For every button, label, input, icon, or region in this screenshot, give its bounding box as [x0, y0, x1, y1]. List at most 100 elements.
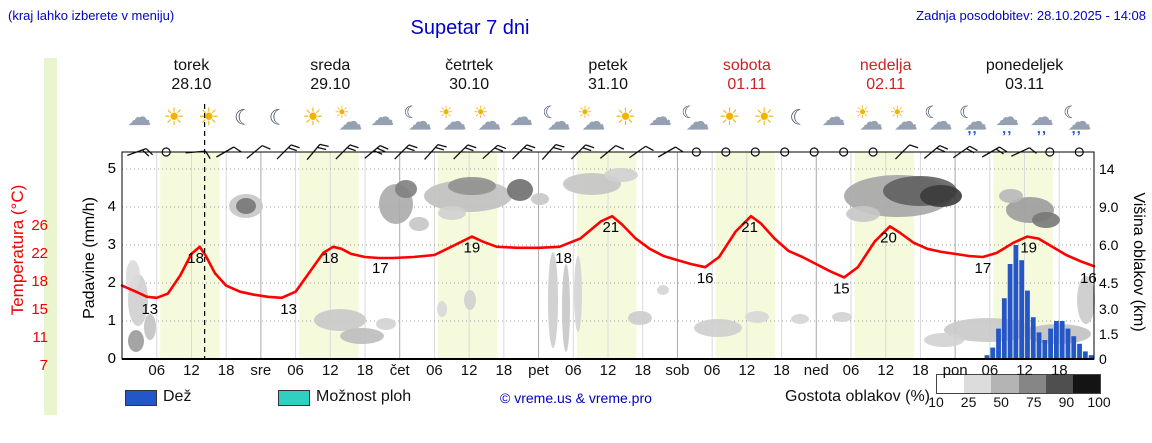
sun-glyph: ☀ [334, 103, 350, 123]
barb-tick [464, 147, 474, 152]
wind-barb-icon [657, 146, 684, 158]
rain-bar [1065, 328, 1071, 359]
rain-bar [1007, 264, 1013, 359]
barb-tick [645, 145, 654, 152]
rain-legend-label: Dež [163, 388, 192, 405]
wind-barb-icon [952, 145, 978, 159]
temp-point-label: 19 [1020, 240, 1037, 257]
density-segment [991, 375, 1019, 393]
cloud-glyph: ☁ [442, 108, 467, 136]
day-boundary-tick: sob [665, 362, 690, 379]
cloud-glyph: ☁ [928, 108, 953, 136]
temp-point-label: 17 [372, 260, 389, 277]
sun-glyph: ☀ [198, 104, 220, 131]
day-date: 28.10 [171, 76, 212, 93]
copyright-link[interactable]: © vreme.us & vreme.pro [500, 390, 652, 406]
precip-axis-tick: 1 [107, 312, 116, 329]
barb-tick [675, 146, 684, 153]
day-date: 02.11 [866, 76, 906, 93]
cloud-blob [920, 185, 962, 207]
cloud-height-axis-tick: 9.0 [1099, 199, 1119, 215]
time-axis-tick: 18 [356, 362, 374, 379]
density-segment [1018, 375, 1046, 393]
barb-tick [497, 144, 507, 150]
rain-bar [1088, 355, 1094, 359]
cloud-glyph: ☁ [893, 108, 918, 136]
moon-glyph: ☾ [959, 103, 975, 123]
cloud-glyph: ☁ [127, 104, 152, 131]
density-scale-tick: 25 [960, 394, 977, 410]
page-title: Supetar 7 dni [410, 17, 530, 39]
barb-tick [319, 143, 329, 148]
wind-barb-icon [246, 144, 271, 159]
wind-barb-icon [216, 146, 242, 158]
cloud-blob [409, 217, 429, 231]
day-boundary-tick: pon [942, 362, 968, 379]
cloud-height-axis-tick: 0 [1099, 351, 1107, 367]
day-date: 29.10 [310, 76, 351, 93]
rain-bar [1071, 336, 1077, 359]
temp-point-label: 18 [187, 250, 204, 267]
time-axis-tick: 18 [495, 362, 513, 379]
cloud-blob [846, 206, 880, 222]
barb-tick [909, 144, 919, 149]
cloud-icon: ☁ [124, 102, 155, 134]
showers-legend-label: Možnost ploh [316, 388, 412, 405]
sun-glyph: ☀ [614, 104, 637, 131]
barb-tick [376, 147, 386, 153]
cloud-blob [574, 256, 582, 332]
wind-barb-icon [394, 144, 418, 160]
time-axis-tick: 06 [564, 362, 582, 379]
time-axis-tick: 06 [287, 362, 304, 379]
temp-axis-tick: 26 [31, 217, 48, 234]
day-icons-row: ☾ ☁ ‚‚ ☁ ‚‚ ☁ ‚‚ ☾ ☁ ‚‚ [957, 100, 1092, 136]
time-axis-tick: 12 [599, 362, 617, 379]
day-name: torek [173, 57, 210, 74]
temp-point-label: 18 [322, 250, 339, 267]
barb-tick [408, 144, 418, 149]
cloud-height-axis-tick: 3.0 [1099, 301, 1119, 317]
density-segment [937, 375, 965, 393]
day-boundary-tick: čet [389, 362, 410, 379]
cloud-glyph: ☁ [685, 108, 710, 136]
rain-bar [984, 355, 990, 359]
cloud-blob [1077, 276, 1095, 324]
cloud-glyph: ☁ [509, 104, 534, 131]
moon-glyph: ☾ [681, 103, 697, 123]
moon-glyph: ☾ [1063, 103, 1079, 123]
cloud-glyph: ☁ [859, 108, 884, 136]
sun-icon: ☀ [298, 102, 329, 134]
rain-bar [1042, 340, 1048, 359]
day-icons-row: ☾ ☁ ☀ ☁ ☀ ☁ [541, 100, 676, 136]
rain-bar [1053, 321, 1059, 359]
precip-axis-tick: 2 [107, 274, 116, 291]
barb-tick [555, 143, 565, 148]
moon-icon: ☾ [263, 102, 294, 134]
cloud-glyph: ☁ [963, 108, 988, 136]
moon-glyph: ☾ [542, 103, 558, 123]
density-scale-tick: 75 [1026, 394, 1042, 410]
cloud-blob [745, 311, 769, 323]
cloud-glyph: ☁ [648, 104, 673, 131]
rain-bar [1048, 328, 1054, 359]
day-icons-row: ☁ ☀ ☁ ☀ ☁ ☾ ☁ [818, 100, 953, 136]
sun-icon: ☀ [610, 102, 641, 134]
cloud-blob [126, 260, 140, 292]
temp-point-label: 13 [141, 301, 158, 318]
temp-point-label: 16 [697, 270, 714, 287]
time-axis-tick: 12 [1016, 362, 1033, 379]
moon-glyph: ☾ [268, 106, 288, 130]
day-name: ponedeljek [985, 57, 1064, 74]
rain-bar [1019, 260, 1025, 359]
barb-tick [261, 144, 271, 150]
moon-icon: ☾ [784, 102, 815, 134]
density-segment [1045, 375, 1073, 393]
raincloud-icon: ☁ ‚‚ [1027, 102, 1058, 137]
time-axis-tick: 06 [426, 362, 443, 379]
density-segment [1072, 375, 1101, 393]
barb-tick [435, 146, 445, 151]
rain-bar [1036, 332, 1042, 359]
temp-scale-strip [44, 58, 57, 415]
day-icons-row: ☁ ☀ ☀ ☾ [124, 100, 259, 136]
time-axis-tick: 18 [634, 362, 652, 379]
